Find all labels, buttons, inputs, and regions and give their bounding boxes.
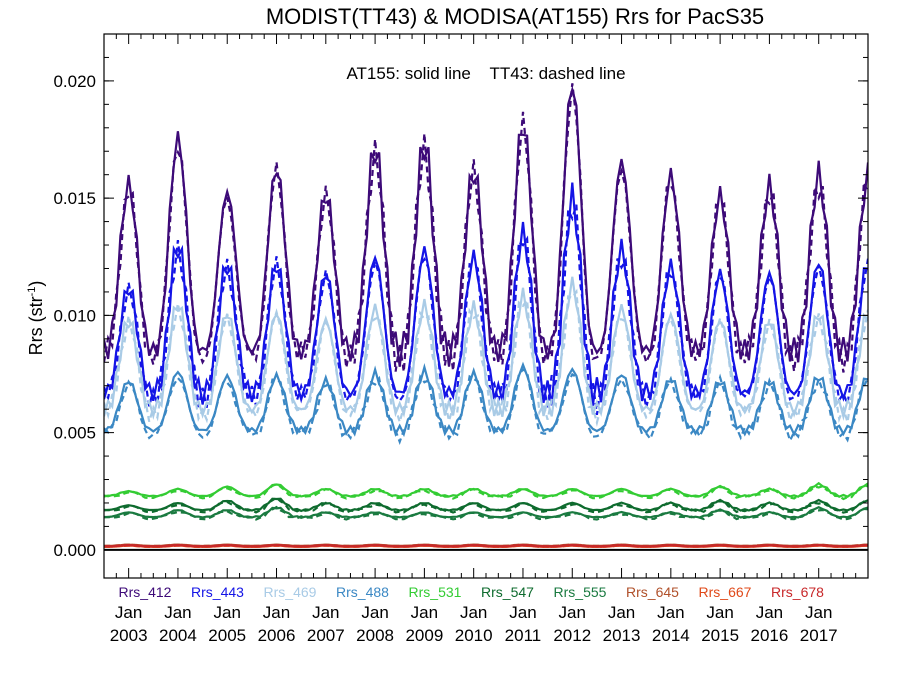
legend-entry-rrs_469: Rrs_469 [264,584,317,600]
x-tick-year: 2008 [356,626,394,645]
x-tick-month: Jan [805,603,832,622]
legend-entry-rrs_555: Rrs_555 [554,584,607,600]
x-tick-month: Jan [460,603,487,622]
x-tick-month: Jan [312,603,339,622]
legend-entry-rrs_531: Rrs_531 [409,584,462,600]
x-tick-month: Jan [361,603,388,622]
series-dashed-rrs_488 [104,368,868,445]
y-tick-label: 0.010 [53,306,96,325]
series-solid-rrs_555 [104,505,868,519]
series-solid-rrs_531 [104,481,868,498]
x-tick-month: Jan [559,603,586,622]
axes-layer: 0.000 0.005 0.010 0.015 0.020 Jan 2003 Jan 2004 J… [53,33,869,645]
x-tick-month: Jan [706,603,733,622]
y-tick-label: 0.020 [53,72,96,91]
x-tick-year: 2010 [455,626,493,645]
x-tick-month: Jan [411,603,438,622]
series-solid-rrs_469 [104,276,868,421]
legend: Rrs_412 Rrs_443 Rrs_469 Rrs_488 Rrs_531 Rrs_5… [119,584,825,600]
series-dashed-rrs_412 [104,83,868,373]
x-tick-year: 2007 [307,626,345,645]
plot-area [104,83,868,549]
legend-entry-rrs_547: Rrs_547 [481,584,534,600]
x-tick-year: 2005 [208,626,246,645]
x-tick-month: Jan [756,603,783,622]
series-solid-rrs_443 [104,182,868,406]
legend-entry-rrs_667: Rrs_667 [699,584,752,600]
x-tick-year: 2009 [405,626,443,645]
y-tick-label: 0.015 [53,189,96,208]
y-axis-label: Rrs (str-1) [26,281,46,356]
x-tick-month: Jan [214,603,241,622]
x-tick-month: Jan [164,603,191,622]
series-solid-rrs_678 [104,543,868,548]
series-layer [104,83,868,549]
x-tick-month: Jan [509,603,536,622]
x-tick-month: Jan [657,603,684,622]
x-tick-year: 2011 [505,626,542,645]
x-tick-year: 2006 [258,626,296,645]
legend-entry-rrs_488: Rrs_488 [336,584,389,600]
series-solid-rrs_412 [104,85,868,367]
x-tick-year: 2004 [159,626,197,645]
series-dashed-rrs_555 [104,505,868,521]
x-tick-year: 2012 [553,626,591,645]
chart-title: MODIST(TT43) & MODISA(AT155) Rrs for Pac… [266,4,764,29]
x-tick-month: Jan [263,603,290,622]
x-tick-month: Jan [608,603,635,622]
y-tick-label: 0.000 [53,541,96,560]
legend-entry-rrs_645: Rrs_645 [626,584,679,600]
series-solid-rrs_488 [104,361,868,438]
y-axis-label-main: Rrs (str [26,296,46,355]
y-axis-label-close: ) [26,281,46,287]
chart-annotation: AT155: solid line TT43: dashed line [346,64,625,83]
series-dashed-rrs_547 [104,496,868,514]
x-tick-month: Jan [115,603,142,622]
legend-entry-rrs_678: Rrs_678 [771,584,824,600]
y-axis-label-sup: -1 [26,287,38,297]
x-tick-year: 2015 [701,626,739,645]
x-tick-year: 2017 [800,626,838,645]
series-solid-rrs_547 [104,497,868,513]
x-tick-year: 2014 [652,626,690,645]
x-tick-year: 2003 [110,626,148,645]
x-tick-year: 2013 [603,626,641,645]
legend-entry-rrs_443: Rrs_443 [191,584,244,600]
y-tick-label: 0.005 [53,424,96,443]
legend-entry-rrs_412: Rrs_412 [119,584,172,600]
x-tick-year: 2016 [751,626,789,645]
